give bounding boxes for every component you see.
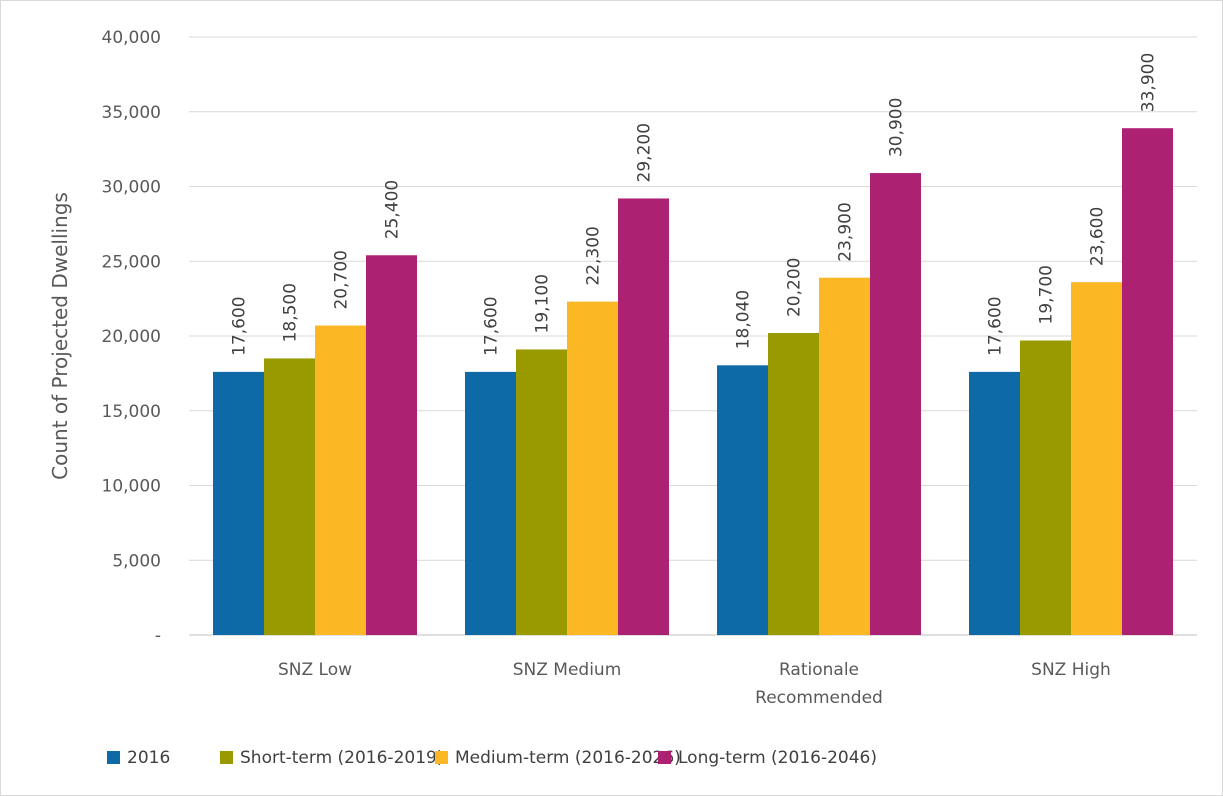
data-label: 29,200 [635, 123, 655, 182]
legend-swatch [220, 751, 233, 764]
legend-label: 2016 [127, 748, 170, 768]
data-label: 30,900 [887, 98, 907, 157]
y-tick-label: 40,000 [102, 28, 161, 48]
data-labels: 17,600 18,500 20,700 25,400 17,600 19,100 22,3… [230, 53, 1159, 356]
data-label: 20,200 [785, 258, 805, 317]
data-label: 18,040 [734, 290, 754, 349]
bar [516, 349, 567, 635]
y-tick-label: 35,000 [102, 103, 161, 123]
data-label: 17,600 [230, 296, 250, 355]
legend: 2016 Short-term (2016-2019) Medium-term (2… [107, 748, 877, 768]
data-label: 18,500 [281, 283, 301, 342]
data-label: 33,900 [1139, 53, 1159, 112]
bar [870, 173, 921, 636]
bar [969, 371, 1020, 635]
y-tick-label: 25,000 [102, 252, 161, 272]
bar [717, 365, 768, 635]
bar [567, 301, 618, 635]
data-label: 22,300 [584, 226, 604, 285]
bar [213, 371, 264, 635]
bar [819, 277, 870, 635]
bars [213, 128, 1173, 636]
y-tick-label: 20,000 [102, 327, 161, 347]
legend-label: Short-term (2016-2019) [240, 748, 443, 768]
x-tick-label: Rationale Recommended [755, 660, 883, 708]
data-label: 23,600 [1088, 207, 1108, 266]
y-tick-label: 30,000 [102, 178, 161, 198]
data-label: 20,700 [332, 250, 352, 309]
bar [465, 371, 516, 635]
data-label: 19,100 [533, 274, 553, 333]
legend-label: Medium-term (2016-2026) [455, 748, 681, 768]
legend-swatch [435, 751, 448, 764]
x-tick-label: SNZ High [1031, 660, 1111, 680]
data-label: 19,700 [1037, 265, 1057, 324]
data-label: 17,600 [482, 296, 502, 355]
legend-swatch [107, 751, 120, 764]
y-axis-ticks: - 5,000 10,000 15,000 20,000 25,000 30,000 35,0… [102, 28, 161, 646]
legend-label: Long-term (2016-2046) [678, 748, 877, 768]
y-tick-label: 5,000 [112, 551, 161, 571]
bar [1071, 282, 1122, 635]
legend-swatch [658, 751, 671, 764]
y-tick-label: 10,000 [102, 477, 161, 497]
bar [1122, 128, 1173, 635]
bar [768, 333, 819, 635]
y-axis-title: Count of Projected Dwellings [48, 192, 72, 480]
y-tick-label: - [155, 626, 161, 646]
bar [1020, 340, 1071, 635]
bar [264, 358, 315, 635]
data-label: 17,600 [986, 296, 1006, 355]
bar [315, 325, 366, 635]
bar [618, 198, 669, 635]
y-tick-label: 15,000 [102, 402, 161, 422]
bar [366, 255, 417, 635]
data-label: 25,400 [383, 180, 403, 239]
x-tick-label: SNZ Medium [513, 660, 622, 680]
x-tick-label: SNZ Low [278, 660, 352, 680]
data-label: 23,900 [836, 202, 856, 261]
x-axis-ticks: SNZ Low SNZ Medium Rationale Recommended SNZ… [278, 660, 1111, 708]
